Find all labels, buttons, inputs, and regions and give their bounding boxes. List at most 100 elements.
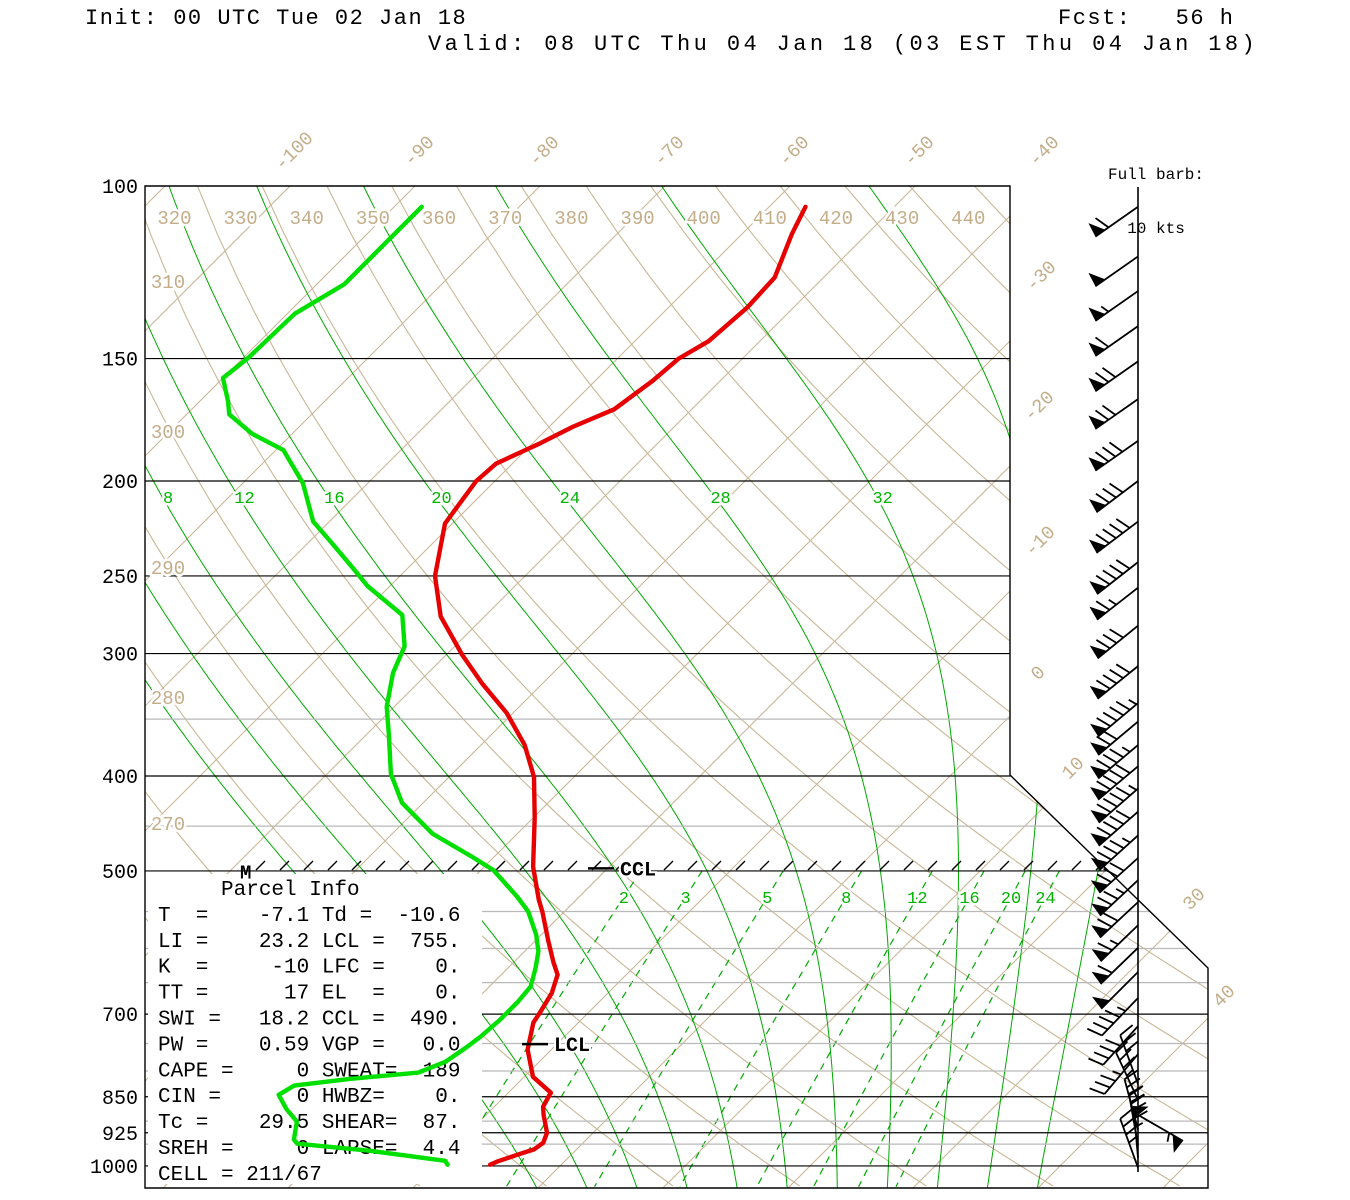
isotherm-right-label: 40	[1209, 981, 1241, 1013]
parcel-info-line: PW = 0.59 VGP = 0.0	[158, 1034, 460, 1057]
dry-adiabat-label: 300	[151, 422, 185, 444]
mixing-ratio-label: 8	[841, 890, 851, 909]
wind-barb	[1088, 398, 1139, 430]
dry-adiabat-label: 290	[151, 558, 185, 580]
isotherm-top-label: -100	[271, 128, 319, 176]
wind-barb	[1137, 1114, 1184, 1153]
isotherm-top-label: -90	[400, 132, 440, 172]
moist-adiabat-label: 8	[163, 490, 173, 509]
dry-adiabat-label: 440	[951, 208, 985, 230]
mixing-ratio-label: 12	[907, 890, 927, 909]
init-time-label: Init: 00 UTC Tue 02 Jan 18	[85, 6, 468, 31]
dry-adiabat-label: 410	[753, 208, 787, 230]
isotherm-right-label: -30	[1022, 257, 1062, 297]
wind-barb	[1089, 559, 1139, 595]
temperature-curve	[432, 204, 808, 1167]
wind-barb	[1086, 997, 1139, 1037]
wind-barb	[1089, 663, 1139, 700]
wind-barb-column	[1086, 187, 1184, 1172]
pressure-tick-label: 1000	[90, 1157, 138, 1180]
dry-adiabat-label: 310	[151, 272, 185, 294]
dry-adiabat-label: 320	[157, 208, 191, 230]
wind-barb	[1089, 480, 1139, 514]
moist-adiabat-label: 12	[234, 490, 254, 509]
mixing-ratio-label: 24	[1035, 890, 1055, 909]
isotherm-top-label: -70	[650, 132, 690, 172]
parcel-info-line: K = -10 LFC = 0.	[158, 957, 460, 980]
parcel-info-line: SREH = 0 LAPSE= 4.4	[158, 1138, 460, 1161]
dry-adiabat-label: 370	[488, 208, 522, 230]
wind-barb	[1088, 255, 1139, 288]
isotherm-right-label: -20	[1020, 387, 1060, 427]
isotherm-top-label: -50	[900, 132, 940, 172]
parcel-info-line: Parcel Info	[158, 879, 360, 902]
pressure-tick-label: 100	[102, 177, 138, 200]
valid-time-label: Valid: 08 UTC Thu 04 Jan 18 (03 EST Thu …	[428, 32, 1259, 57]
dry-adiabat-label: 270	[151, 814, 185, 836]
barb-legend: Full barb: 10 kts	[1106, 130, 1206, 274]
wind-barb	[1090, 720, 1139, 756]
pressure-tick-label: 850	[102, 1088, 138, 1111]
wind-barb	[1088, 440, 1139, 472]
pressure-tick-label: 200	[102, 472, 138, 495]
dry-adiabat-label: 430	[885, 208, 919, 230]
isotherm-right-label: -10	[1021, 522, 1061, 562]
mixing-ratio-label: 20	[1001, 890, 1021, 909]
dry-adiabat-label: 350	[356, 208, 390, 230]
wind-barb	[1088, 1025, 1139, 1066]
dry-adiabat-label: 340	[290, 208, 324, 230]
isotherm-right-label: 30	[1179, 884, 1211, 916]
dry-adiabat-label: 390	[620, 208, 654, 230]
wind-barb	[1091, 879, 1139, 917]
moist-adiabat-label: 20	[431, 490, 451, 509]
wind-barb	[1088, 360, 1139, 392]
barb-legend-line1: Full barb:	[1107, 166, 1204, 184]
hatch-500	[255, 860, 1130, 871]
wind-barb	[1088, 325, 1139, 357]
wind-barb	[1091, 901, 1139, 939]
wind-barb	[1089, 518, 1139, 554]
parcel-info-line: CELL = 211/67	[158, 1164, 322, 1187]
moist-adiabat-label: 32	[872, 490, 892, 509]
dry-adiabat-label: 380	[554, 208, 588, 230]
pressure-tick-label: 700	[102, 1005, 138, 1028]
parcel-info-line: SWI = 18.2 CCL = 490.	[158, 1009, 460, 1032]
ccl-label: CCL	[620, 859, 656, 882]
parcel-info-line: CIN = 0 HWBZ= 0.	[158, 1086, 460, 1109]
isotherm-top-label: -40	[1025, 132, 1065, 172]
dry-adiabat-label: 330	[224, 208, 258, 230]
parcel-info-line: T = -7.1 Td = -10.6	[158, 905, 460, 928]
pressure-tick-label: 925	[102, 1124, 138, 1147]
isotherm-top-label: -60	[775, 132, 815, 172]
mixing-ratio-label: 2	[619, 890, 629, 909]
dry-adiabat-label: 360	[422, 208, 456, 230]
wind-barb	[1119, 1107, 1139, 1168]
mixing-ratio-label: 3	[681, 890, 691, 909]
plot-border	[144, 185, 1209, 1189]
isotherm-right-label: 10	[1058, 753, 1090, 785]
pressure-tick-label: 150	[102, 350, 138, 373]
wind-barb	[1090, 834, 1139, 871]
wind-barb	[1090, 698, 1139, 738]
wind-barb	[1090, 764, 1139, 801]
wind-barb	[1089, 586, 1139, 621]
moist-adiabat-label: 28	[710, 490, 730, 509]
moist-adiabat-label: 16	[324, 490, 344, 509]
moist-adiabat-label: 24	[560, 490, 580, 509]
wind-barb	[1088, 206, 1139, 238]
pressure-tick-label: 300	[102, 645, 138, 668]
isotherm-right-label: 0	[1027, 662, 1051, 686]
wind-barb	[1088, 290, 1139, 322]
pressure-tick-label: 400	[102, 767, 138, 790]
wind-barb	[1090, 784, 1139, 824]
parcel-info-panel: Parcel Info T = -7.1 Td = -10.6 LI = 23.2 …	[158, 879, 460, 1187]
wind-barb	[1090, 809, 1139, 847]
wind-barb	[1091, 947, 1139, 985]
dry-adiabat-label: 400	[687, 208, 721, 230]
lcl-label: LCL	[554, 1035, 590, 1058]
mixing-ratio-label: 5	[762, 890, 772, 909]
wind-barb	[1089, 1053, 1139, 1095]
dewpoint-curve	[220, 204, 541, 1167]
